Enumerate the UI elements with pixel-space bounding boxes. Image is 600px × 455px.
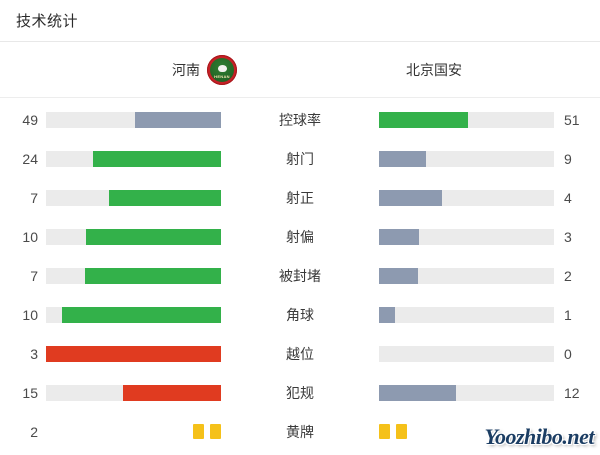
stat-label: 射偏 <box>286 228 314 245</box>
home-stat-value: 10 <box>22 306 38 323</box>
away-stat-value: 4 <box>564 189 572 206</box>
stat-row: 3 越位 0 <box>0 334 600 373</box>
home-stat-bar <box>46 150 221 167</box>
home-stat-value: 2 <box>30 423 38 440</box>
home-stat-bar-fill <box>84 267 221 284</box>
home-stat-bar-fill <box>46 345 221 362</box>
yellow-card-icon <box>379 424 390 439</box>
away-stat-value: 12 <box>564 384 580 401</box>
panel-header: 技术统计 <box>0 0 600 42</box>
away-stat-bar-fill <box>379 111 469 128</box>
away-stat-bar <box>379 189 554 206</box>
stat-label: 射门 <box>286 150 314 167</box>
stat-label: 射正 <box>286 189 314 206</box>
away-stat-bar-fill <box>379 306 395 323</box>
away-team-name: 北京国安 <box>406 61 462 78</box>
home-stat-bar <box>46 228 221 245</box>
football-icon <box>217 64 227 72</box>
stat-label: 犯规 <box>286 384 314 401</box>
away-stat-bar <box>379 306 554 323</box>
shield-emblem-icon <box>365 62 375 75</box>
stat-label: 控球率 <box>279 111 321 128</box>
watermark: Yoozhibo.net <box>484 424 594 449</box>
home-stat-bar <box>46 384 221 401</box>
home-stat-bar <box>46 267 221 284</box>
stat-row: 7 被封堵 2 <box>0 256 600 295</box>
home-stat-value: 7 <box>30 267 38 284</box>
stats-list: 49 控球率 51 24 射门 9 7 射正 4 10 射偏 3 7 被封堵 2 10 角球 1 3 越位 0 15 犯规 1… <box>0 98 600 451</box>
yellow-card-icon <box>193 424 204 439</box>
home-team-name: 河南 <box>172 61 200 78</box>
away-stat-value: 1 <box>564 306 572 323</box>
home-stat-value: 49 <box>22 111 38 128</box>
henan-crest-text: HENAN <box>214 73 230 79</box>
home-stat-value: 3 <box>30 345 38 362</box>
page-title: 技术统计 <box>16 13 79 30</box>
stat-row: 2 黄牌 <box>0 412 600 451</box>
away-stat-value: 51 <box>564 111 580 128</box>
stat-row: 24 射门 9 <box>0 139 600 178</box>
home-stat-bar <box>46 345 221 362</box>
stat-row: 49 控球率 51 <box>0 100 600 139</box>
stat-label: 黄牌 <box>286 423 314 440</box>
team-header: 河南 HENAN 北京国安 <box>0 42 600 98</box>
away-stat-bar <box>379 150 554 167</box>
stat-row: 10 射偏 3 <box>0 217 600 256</box>
away-stat-value: 2 <box>564 267 572 284</box>
home-stat-bar-fill <box>109 189 221 206</box>
away-team[interactable]: 北京国安 <box>370 55 462 85</box>
home-stat-bar <box>46 306 221 323</box>
home-stat-bar <box>46 189 221 206</box>
away-stat-bar <box>379 228 554 245</box>
henan-crest-icon: HENAN <box>207 54 237 85</box>
home-stat-bar-fill <box>86 228 221 245</box>
away-stat-bar <box>379 111 554 128</box>
away-stat-value: 9 <box>564 150 572 167</box>
home-stat-value: 10 <box>22 228 38 245</box>
away-stat-bar-fill <box>379 228 420 245</box>
away-stat-bar <box>379 345 554 362</box>
home-stat-bar-fill <box>135 111 221 128</box>
stat-row: 10 角球 1 <box>0 295 600 334</box>
stat-label: 越位 <box>286 345 314 362</box>
guoan-shield-icon <box>370 55 398 85</box>
away-stat-bar <box>379 384 554 401</box>
away-stat-bar <box>379 267 554 284</box>
home-stat-bar-fill <box>61 306 221 323</box>
home-stat-bar <box>46 111 221 128</box>
home-team[interactable]: 河南 HENAN <box>172 54 237 85</box>
stat-row: 7 射正 4 <box>0 178 600 217</box>
away-stat-value: 0 <box>564 345 572 362</box>
home-stat-value: 24 <box>22 150 38 167</box>
home-stat-bar-fill <box>93 150 221 167</box>
away-stat-bar-fill <box>379 267 418 284</box>
yellow-card-icon <box>210 424 221 439</box>
away-stat-bar-fill <box>379 189 442 206</box>
away-stat-bar-fill <box>379 150 427 167</box>
away-stat-bar-fill <box>379 384 456 401</box>
home-stat-bar-fill <box>123 384 221 401</box>
stat-row: 15 犯规 12 <box>0 373 600 412</box>
away-yellow-cards <box>379 424 554 440</box>
home-yellow-cards <box>46 424 221 440</box>
stat-label: 被封堵 <box>279 267 321 284</box>
home-stat-value: 7 <box>30 189 38 206</box>
stat-label: 角球 <box>286 306 314 323</box>
away-stat-value: 3 <box>564 228 572 245</box>
home-stat-value: 15 <box>22 384 38 401</box>
yellow-card-icon <box>396 424 407 439</box>
